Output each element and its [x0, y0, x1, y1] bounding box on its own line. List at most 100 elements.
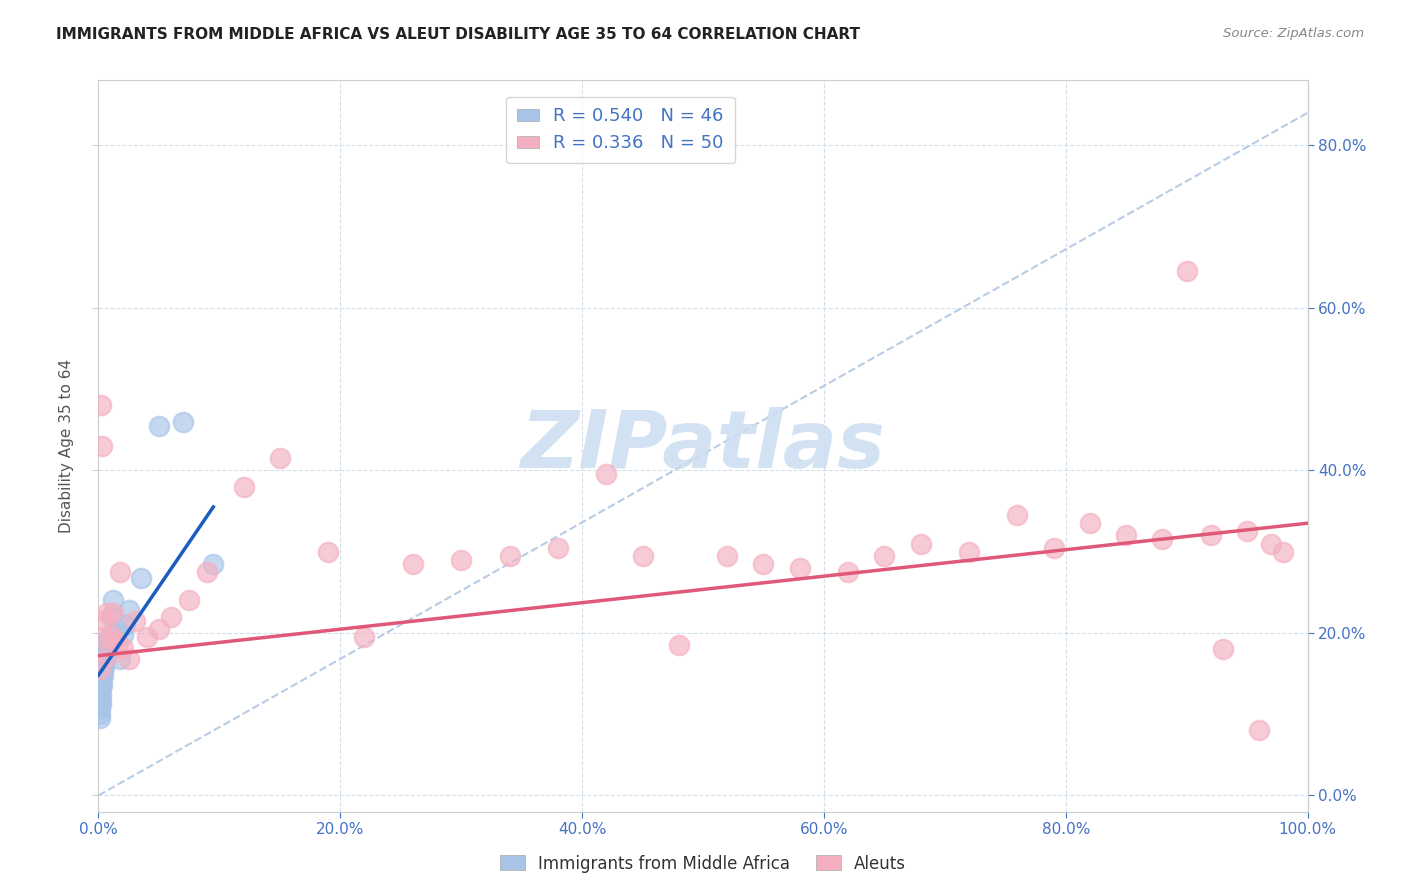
- Point: [135, 630, 157, 644]
- Point: [91, 672, 114, 686]
- Point: [595, 467, 617, 482]
- Point: [195, 565, 218, 579]
- Point: [957, 544, 980, 558]
- Point: [1152, 533, 1174, 547]
- Point: [91, 668, 114, 682]
- Point: [100, 627, 122, 641]
- Point: [90, 676, 112, 690]
- Point: [107, 635, 129, 649]
- Point: [1175, 264, 1198, 278]
- Point: [111, 640, 134, 655]
- Point: [450, 553, 472, 567]
- Point: [172, 415, 194, 429]
- Point: [90, 658, 112, 673]
- Point: [100, 609, 122, 624]
- Point: [91, 663, 114, 677]
- Point: [94, 650, 117, 665]
- Point: [148, 622, 170, 636]
- Point: [104, 634, 127, 648]
- Point: [90, 665, 112, 679]
- Point: [90, 681, 112, 696]
- Point: [232, 480, 254, 494]
- Point: [547, 541, 569, 555]
- Point: [97, 632, 120, 647]
- Point: [94, 644, 117, 658]
- Point: [89, 711, 111, 725]
- Point: [148, 418, 170, 433]
- Point: [202, 557, 225, 571]
- Point: [105, 622, 128, 636]
- Point: [752, 557, 775, 571]
- Point: [111, 627, 134, 641]
- Point: [93, 654, 115, 668]
- Point: [93, 614, 115, 628]
- Point: [118, 652, 141, 666]
- Point: [1236, 524, 1258, 539]
- Text: ZIPatlas: ZIPatlas: [520, 407, 886, 485]
- Point: [89, 663, 111, 677]
- Point: [1212, 642, 1234, 657]
- Point: [89, 668, 111, 682]
- Point: [269, 451, 291, 466]
- Point: [402, 557, 425, 571]
- Point: [89, 673, 111, 687]
- Point: [129, 571, 152, 585]
- Point: [96, 644, 118, 658]
- Point: [498, 549, 520, 563]
- Point: [1199, 528, 1222, 542]
- Point: [1249, 723, 1271, 738]
- Point: [90, 671, 112, 685]
- Point: [789, 561, 811, 575]
- Point: [1007, 508, 1029, 522]
- Point: [101, 606, 124, 620]
- Point: [91, 630, 114, 644]
- Point: [90, 698, 112, 712]
- Point: [90, 692, 112, 706]
- Point: [837, 565, 859, 579]
- Point: [96, 606, 118, 620]
- Point: [89, 684, 111, 698]
- Point: [91, 657, 114, 671]
- Point: [96, 638, 118, 652]
- Point: [89, 679, 111, 693]
- Text: Source: ZipAtlas.com: Source: ZipAtlas.com: [1223, 27, 1364, 40]
- Point: [873, 549, 896, 563]
- Point: [89, 700, 111, 714]
- Point: [631, 549, 654, 563]
- Text: IMMIGRANTS FROM MIDDLE AFRICA VS ALEUT DISABILITY AGE 35 TO 64 CORRELATION CHART: IMMIGRANTS FROM MIDDLE AFRICA VS ALEUT D…: [56, 27, 860, 42]
- Point: [179, 593, 201, 607]
- Legend: R = 0.540   N = 46, R = 0.336   N = 50: R = 0.540 N = 46, R = 0.336 N = 50: [506, 96, 734, 163]
- Point: [91, 439, 114, 453]
- Point: [1042, 541, 1064, 555]
- Point: [93, 660, 115, 674]
- Point: [89, 663, 111, 677]
- Point: [90, 398, 112, 412]
- Point: [91, 661, 114, 675]
- Point: [668, 638, 690, 652]
- Point: [89, 707, 111, 722]
- Point: [91, 678, 114, 692]
- Point: [716, 549, 738, 563]
- Point: [108, 565, 131, 579]
- Point: [910, 536, 932, 550]
- Y-axis label: Disability Age 35 to 64: Disability Age 35 to 64: [59, 359, 75, 533]
- Legend: Immigrants from Middle Africa, Aleuts: Immigrants from Middle Africa, Aleuts: [494, 848, 912, 880]
- Point: [1272, 544, 1295, 558]
- Point: [89, 690, 111, 704]
- Point: [316, 544, 339, 558]
- Point: [89, 695, 111, 709]
- Point: [108, 652, 131, 666]
- Point: [1115, 528, 1137, 542]
- Point: [91, 652, 114, 666]
- Point: [118, 603, 141, 617]
- Point: [91, 654, 114, 668]
- Point: [114, 617, 136, 632]
- Point: [91, 666, 114, 681]
- Point: [160, 609, 183, 624]
- Point: [93, 648, 115, 663]
- Point: [124, 614, 146, 628]
- Point: [97, 648, 120, 663]
- Point: [1260, 536, 1282, 550]
- Point: [1078, 516, 1101, 531]
- Point: [101, 593, 124, 607]
